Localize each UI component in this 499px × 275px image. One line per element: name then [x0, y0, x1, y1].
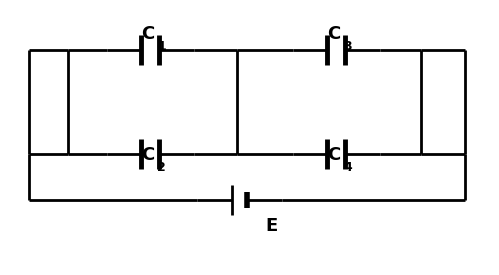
Text: E: E: [265, 217, 278, 235]
Text: C: C: [327, 146, 340, 164]
Text: C: C: [327, 25, 340, 43]
Text: 1: 1: [157, 40, 166, 53]
Text: 2: 2: [157, 161, 166, 174]
Text: C: C: [141, 146, 154, 164]
Text: 3: 3: [343, 40, 352, 53]
Text: C: C: [141, 25, 154, 43]
Text: 4: 4: [343, 161, 352, 174]
